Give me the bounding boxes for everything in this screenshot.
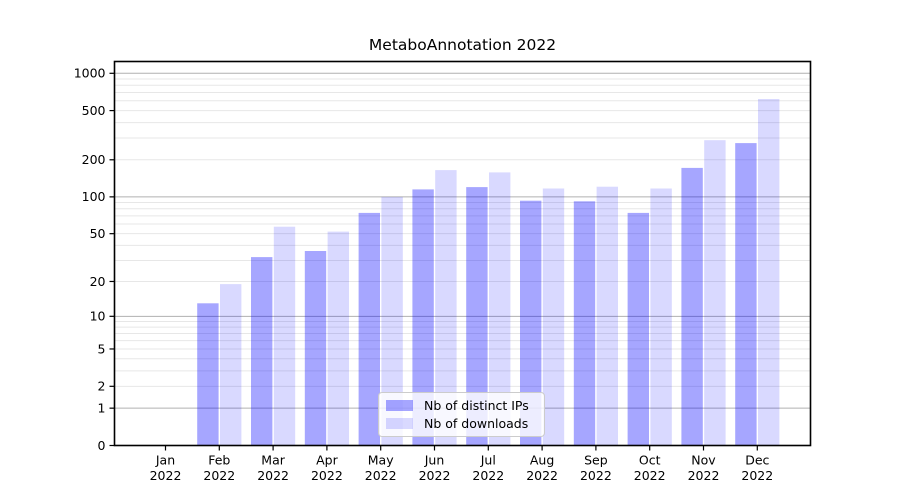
bars-distinct-ips — [197, 143, 757, 446]
axes-border — [113, 60, 812, 447]
x-tick-label-month: Sep — [584, 453, 608, 468]
x-tick-label-year: 2022 — [257, 468, 289, 483]
legend: Nb of distinct IPs Nb of downloads — [378, 392, 545, 437]
x-tick-label-month: Dec — [745, 453, 769, 468]
bar-apr-distinct-ips — [304, 251, 327, 446]
x-tick-label-year: 2022 — [419, 468, 451, 483]
legend-item: Nb of distinct IPs — [386, 398, 536, 413]
bar-sep-downloads — [596, 186, 618, 446]
bar-oct-distinct-ips — [627, 212, 649, 446]
bars-downloads — [220, 99, 780, 446]
bar-jul-distinct-ips — [466, 187, 488, 446]
x-tick-label-year: 2022 — [472, 468, 504, 483]
bar-apr-downloads — [327, 231, 349, 446]
y-tick-label: 1000 — [74, 66, 106, 81]
x-tick-label-year: 2022 — [634, 468, 666, 483]
y-tick-label: 2 — [98, 379, 106, 394]
bar-sep-distinct-ips — [573, 201, 596, 446]
bar-nov-distinct-ips — [681, 167, 703, 446]
x-tick-label-year: 2022 — [580, 468, 612, 483]
x-tick-label-year: 2022 — [203, 468, 235, 483]
bar-oct-downloads — [650, 188, 672, 446]
x-tick-label-month: Apr — [316, 453, 338, 468]
y-tick-label: 1 — [98, 401, 106, 416]
legend-item: Nb of downloads — [386, 416, 536, 431]
bar-jun-downloads — [435, 170, 457, 446]
bar-may-distinct-ips — [358, 212, 380, 446]
x-tick-label-year: 2022 — [741, 468, 773, 483]
chart-title: MetaboAnnotation 2022 — [368, 36, 557, 54]
bar-feb-distinct-ips — [197, 303, 219, 446]
bar-mar-distinct-ips — [251, 257, 273, 446]
bar-jun-distinct-ips — [412, 189, 434, 446]
y-tick-label: 0 — [98, 438, 106, 453]
x-tick-label-year: 2022 — [365, 468, 397, 483]
y-tick-label: 100 — [82, 189, 106, 204]
x-tick-label-month: Oct — [639, 453, 661, 468]
bar-aug-downloads — [542, 188, 565, 446]
bar-dec-downloads — [758, 99, 780, 446]
bar-dec-distinct-ips — [735, 143, 757, 446]
x-tick-label-year: 2022 — [526, 468, 558, 483]
bar-mar-downloads — [273, 226, 296, 446]
y-gridlines-minor — [114, 78, 811, 387]
legend-label-distinct-ips: Nb of distinct IPs — [424, 398, 529, 413]
x-tick-label-month: Jun — [424, 453, 445, 468]
x-tick-label-month: Jul — [480, 453, 496, 468]
legend-label-downloads: Nb of downloads — [424, 416, 529, 431]
y-tick-label: 200 — [82, 152, 106, 167]
bar-jul-downloads — [489, 172, 511, 446]
bar-may-downloads — [381, 196, 403, 446]
x-tick-label-month: Jan — [155, 453, 175, 468]
y-tick-label: 20 — [90, 274, 106, 289]
x-tick-label-month: Feb — [208, 453, 230, 468]
x-tick-label-year: 2022 — [150, 468, 182, 483]
y-tick-label: 500 — [82, 103, 106, 118]
x-axis-ticks: Jan2022Feb2022Mar2022Apr2022May2022Jun20… — [150, 445, 773, 483]
x-tick-label-month: May — [368, 453, 394, 468]
bar-aug-distinct-ips — [520, 200, 542, 446]
x-tick-label-year: 2022 — [311, 468, 343, 483]
x-tick-label-month: Nov — [691, 453, 716, 468]
x-tick-label-month: Aug — [530, 453, 554, 468]
bar-nov-downloads — [704, 140, 726, 446]
y-tick-label: 5 — [98, 341, 106, 356]
x-tick-label-year: 2022 — [688, 468, 720, 483]
legend-swatch-distinct-ips — [386, 400, 413, 411]
y-tick-label: 10 — [90, 309, 106, 324]
bar-feb-downloads — [220, 284, 242, 446]
y-axis-ticks: 0 1 2 5 10 20 50 100 200 500 1000 — [74, 66, 115, 453]
x-tick-label-month: Mar — [261, 453, 285, 468]
legend-swatch-downloads — [386, 418, 413, 429]
y-tick-label: 50 — [90, 226, 106, 241]
